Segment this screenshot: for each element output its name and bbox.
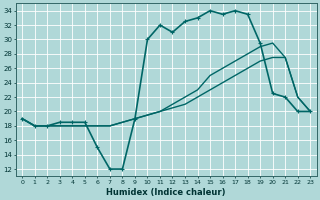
X-axis label: Humidex (Indice chaleur): Humidex (Indice chaleur) [107, 188, 226, 197]
